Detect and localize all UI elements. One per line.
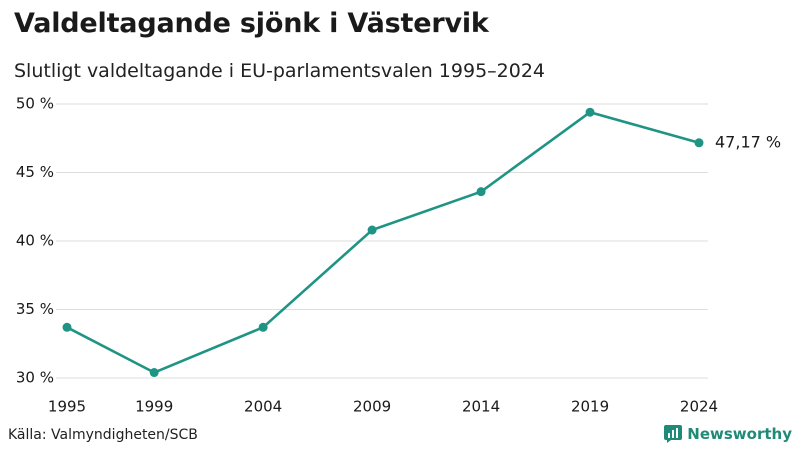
chart-subtitle: Slutligt valdeltagande i EU-parlamentsva…	[14, 60, 546, 82]
x-axis-labels: 1995 1999 2004 2009 2014 2019 2024	[48, 398, 718, 416]
data-point	[476, 187, 486, 197]
x-tick-label: 2019	[571, 398, 609, 416]
y-tick-label: 30 %	[16, 369, 54, 387]
series-line	[66, 110, 700, 374]
brand-logo: Newsworthy	[664, 425, 792, 443]
y-tick-label: 50 %	[16, 95, 54, 113]
x-tick-label: 2024	[680, 398, 718, 416]
brand-name: Newsworthy	[687, 425, 792, 443]
y-tick-label: 45 %	[16, 163, 54, 181]
y-axis-labels: 30 % 35 % 40 % 45 % 50 %	[16, 95, 54, 387]
data-point	[694, 138, 704, 148]
x-tick-label: 1995	[48, 398, 86, 416]
x-tick-label: 1999	[135, 398, 173, 416]
chart-title: Valdeltagande sjönk i Västervik	[14, 8, 489, 39]
data-point	[62, 322, 72, 332]
source-note: Källa: Valmyndigheten/SCB	[8, 427, 198, 443]
y-tick-label: 35 %	[16, 300, 54, 318]
gridlines	[56, 103, 708, 379]
end-value-label: 47,17 %	[715, 132, 781, 151]
data-points	[62, 107, 704, 378]
newsworthy-logo-icon	[664, 425, 683, 443]
y-tick-label: 40 %	[16, 232, 54, 250]
data-point	[585, 107, 595, 117]
x-tick-label: 2014	[462, 398, 500, 416]
data-point	[258, 322, 268, 332]
data-point	[367, 225, 377, 235]
data-point	[149, 368, 159, 378]
x-tick-label: 2009	[353, 398, 391, 416]
x-tick-label: 2004	[244, 398, 282, 416]
